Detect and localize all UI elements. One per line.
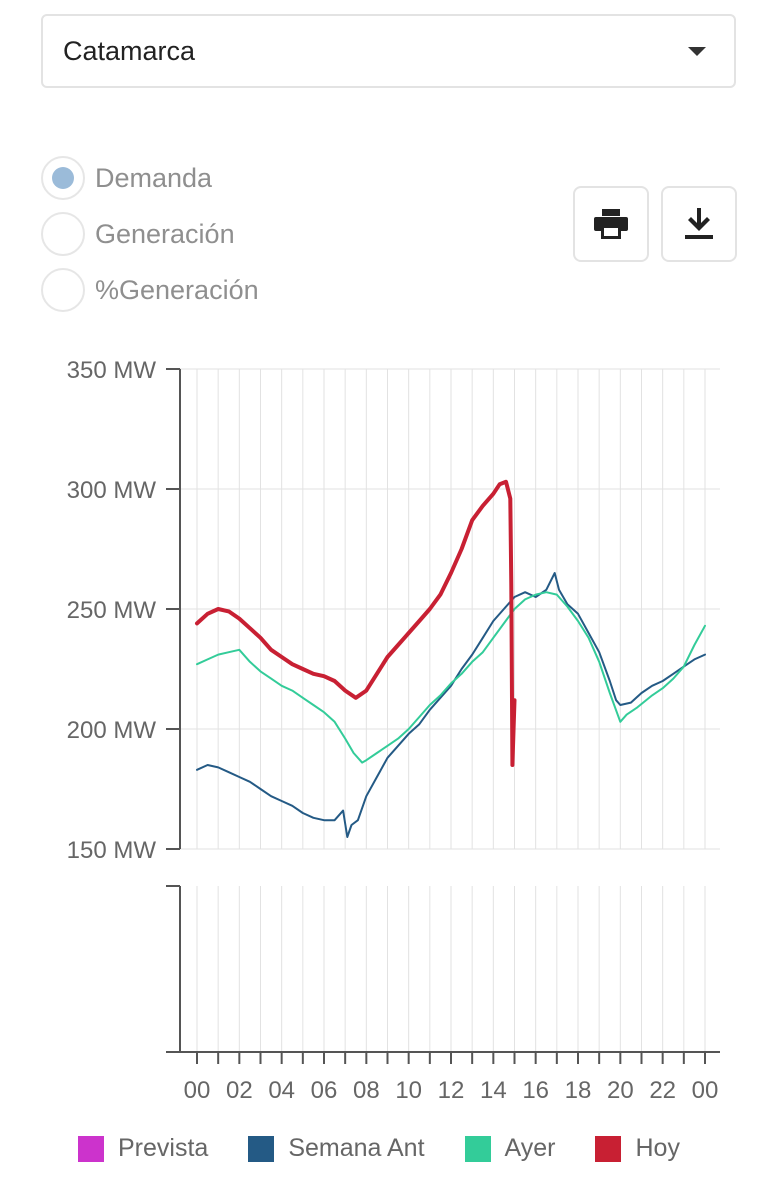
- x-tick-label: 04: [268, 1077, 295, 1100]
- metric-radio-group: Demanda Generación %Generación: [41, 150, 259, 318]
- radio-label-demanda: Demanda: [95, 162, 213, 193]
- radio-porcentaje-generacion[interactable]: %Generación: [41, 262, 259, 318]
- series-line-semana-ant: [196, 572, 706, 838]
- y-tick-label: 250 MW: [67, 597, 157, 624]
- legend-swatch: [595, 1135, 622, 1162]
- radio-circle[interactable]: [41, 268, 85, 312]
- radio-label-porcentaje-generacion: %Generación: [95, 274, 259, 305]
- radio-label-generacion: Generación: [95, 218, 235, 249]
- legend-swatch: [464, 1135, 491, 1162]
- radio-circle[interactable]: [41, 156, 85, 200]
- region-select-value: Catamarca: [63, 35, 196, 66]
- download-button[interactable]: [661, 186, 737, 262]
- x-tick-label: 20: [607, 1077, 634, 1100]
- x-tick-label: 02: [226, 1077, 253, 1100]
- legend-item-semana-ant[interactable]: Semana Ant: [248, 1134, 425, 1163]
- legend-label: Hoy: [635, 1134, 680, 1162]
- print-button[interactable]: [573, 186, 649, 262]
- radio-circle[interactable]: [41, 212, 85, 256]
- x-tick-label: 00: [692, 1077, 719, 1100]
- series-line-hoy: [195, 479, 517, 767]
- x-tick-label: 10: [395, 1077, 422, 1100]
- region-select[interactable]: Catamarca: [41, 14, 736, 88]
- download-icon: [685, 208, 713, 239]
- print-icon: [594, 209, 628, 239]
- chart-legend: Prevista Semana Ant Ayer Hoy: [78, 1134, 720, 1163]
- radio-generacion[interactable]: Generación: [41, 206, 259, 262]
- x-tick-label: 06: [311, 1077, 338, 1100]
- y-tick-label: 150 MW: [67, 837, 157, 864]
- series-line-ayer: [196, 591, 706, 764]
- demand-chart: 350 MW 300 MW 250 MW 200 MW 150 MW 00 02 04 06 08…: [67, 357, 720, 1100]
- legend-label: Prevista: [118, 1134, 209, 1162]
- x-tick-label: 14: [480, 1077, 507, 1100]
- x-tick-label: 18: [565, 1077, 592, 1100]
- y-tick-label: 350 MW: [67, 357, 157, 384]
- x-tick-label: 22: [649, 1077, 676, 1100]
- x-tick-label: 12: [438, 1077, 465, 1100]
- legend-item-prevista[interactable]: Prevista: [78, 1134, 208, 1163]
- x-tick-label: 08: [353, 1077, 380, 1100]
- radio-demanda[interactable]: Demanda: [41, 150, 259, 206]
- y-tick-label: 300 MW: [67, 477, 157, 504]
- legend-swatch: [78, 1135, 104, 1162]
- legend-label: Ayer: [504, 1134, 556, 1162]
- x-tick-label: 16: [522, 1077, 549, 1100]
- x-tick-label: 00: [184, 1077, 211, 1100]
- radio-selected-dot: [52, 167, 74, 189]
- chevron-down-icon: [688, 46, 706, 56]
- legend-item-hoy[interactable]: Hoy: [595, 1134, 680, 1163]
- legend-item-ayer[interactable]: Ayer: [464, 1134, 556, 1163]
- legend-swatch: [248, 1135, 275, 1162]
- legend-label: Semana Ant: [288, 1134, 425, 1162]
- y-tick-label: 200 MW: [67, 717, 157, 744]
